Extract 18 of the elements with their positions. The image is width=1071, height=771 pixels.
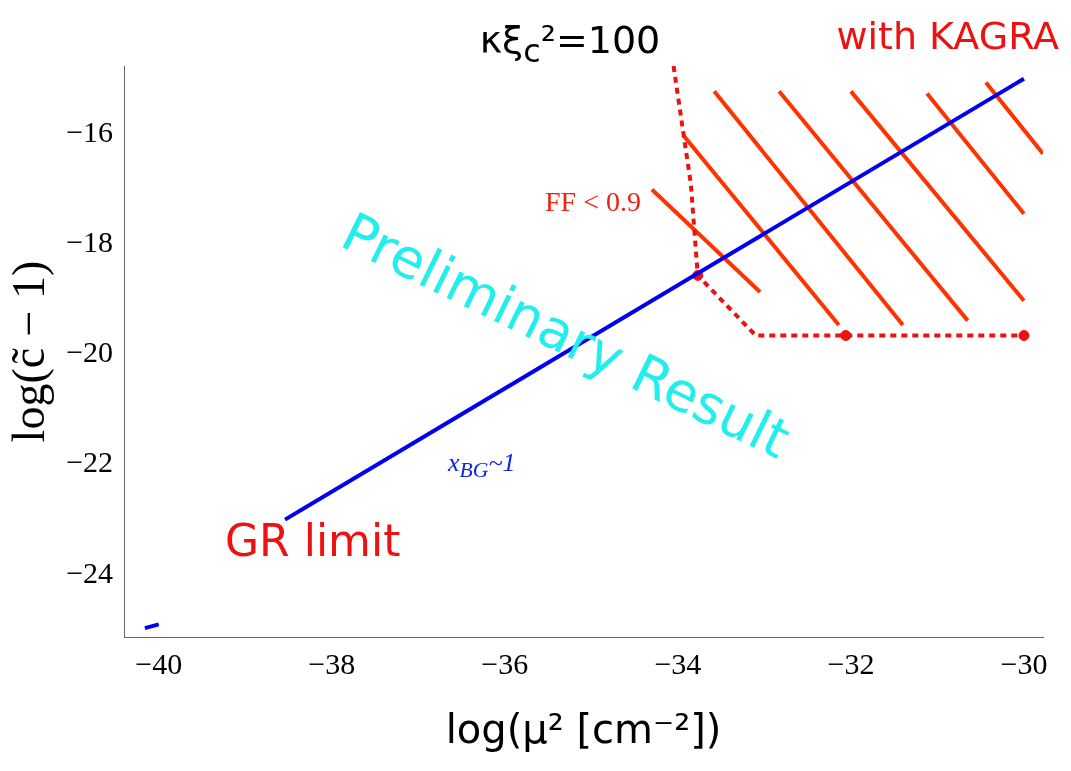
y-tick-label: −20 [66, 335, 114, 369]
y-tick-label: −22 [66, 445, 114, 479]
x-tick-label: −40 [135, 646, 183, 680]
x-tick-label: −30 [1000, 646, 1048, 680]
annotation: FF < 0.9 [545, 186, 641, 217]
x-tick-label: −32 [827, 646, 875, 680]
x-tick-label: −34 [654, 646, 702, 680]
annotation: GR limit [225, 515, 401, 566]
x-tick-label: −38 [308, 646, 356, 680]
y-tick-label: −24 [66, 555, 114, 589]
y-tick-label: −18 [66, 224, 114, 258]
x-tick-label: −36 [481, 646, 529, 680]
annotation: x$_{BG}$~1 [448, 448, 516, 484]
y-axis-title: log(c̃ − 1) [2, 260, 54, 443]
chart-title: κξ$_{c}$²=100 [478, 18, 662, 69]
y-tick-label: −16 [66, 114, 114, 148]
text: with KAGRA [836, 14, 1059, 58]
x-axis-title: log(μ² [cm⁻²]) [445, 706, 722, 753]
